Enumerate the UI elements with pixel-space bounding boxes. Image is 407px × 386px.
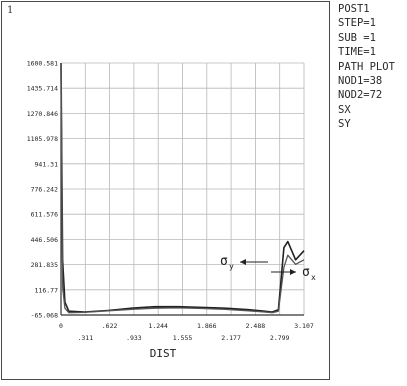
- x-tick-label: .622: [102, 322, 118, 330]
- y-tick-label: 1270.846: [27, 110, 58, 118]
- series-line-sy: [60, 62, 305, 314]
- sigma-x-symbol: σ: [302, 265, 310, 280]
- y-tick-label: 1435.714: [27, 85, 58, 93]
- x-tick-label: 2.177: [221, 334, 241, 342]
- x-tick-label: .933: [126, 334, 142, 342]
- x-tick-label: 1.866: [197, 322, 217, 330]
- plot-window: 1: [1, 1, 330, 380]
- grid: [60, 62, 305, 316]
- x-tick-label: 2.488: [246, 322, 266, 330]
- x-tick-label: 0: [59, 322, 63, 330]
- x-tick-label: 1.244: [148, 322, 168, 330]
- series-line-sx: [60, 62, 305, 313]
- x-tick-label: 3.107: [294, 322, 314, 330]
- sigma-y-subscript: y: [229, 262, 234, 271]
- info-line-sub: SUB =1: [338, 31, 376, 44]
- x-tick-label: 2.799: [270, 334, 290, 342]
- y-tick-label: 611.576: [31, 211, 58, 219]
- y-tick-label: 281.835: [31, 261, 58, 269]
- y-tick-label: 1600.581: [27, 60, 58, 68]
- info-line-nod1: NOD1=38: [338, 75, 383, 88]
- info-line-post: POST1: [338, 3, 370, 15]
- y-tick-label: 116.77: [35, 286, 59, 294]
- y-tick-label: -65.068: [31, 312, 58, 320]
- y-tick-label: 1105.978: [27, 135, 58, 143]
- x-tick-label: .311: [77, 334, 93, 342]
- info-line-nod2: NOD2=72: [338, 89, 383, 102]
- info-panel: POST1 STEP=1 SUB =1 TIME=1 PATH PLOT NOD…: [338, 2, 395, 132]
- y-tick-label: 446.506: [31, 236, 58, 244]
- window-number: 1: [7, 5, 14, 16]
- tick-labels: -65.068 116.77 281.835 446.506 611.576 776.24…: [27, 60, 314, 343]
- info-line-sy: SY: [338, 118, 351, 131]
- x-tick-label: 1.555: [173, 334, 193, 342]
- y-tick-label: 941.31: [35, 160, 59, 168]
- series-lines: [60, 62, 305, 314]
- info-line-path-plot: PATH PLOT: [338, 60, 395, 73]
- info-line-sx: SX: [338, 103, 351, 116]
- x-axis-label: DIST: [150, 347, 177, 360]
- sigma-y-annotation: σ y: [220, 254, 268, 271]
- info-line-step: STEP=1: [338, 17, 376, 30]
- sigma-y-symbol: σ: [220, 254, 228, 269]
- y-tick-label: 776.242: [31, 186, 58, 194]
- info-line-time: TIME=1: [338, 46, 376, 59]
- sigma-x-subscript: x: [311, 273, 316, 282]
- sigma-x-annotation: σ x: [271, 265, 316, 282]
